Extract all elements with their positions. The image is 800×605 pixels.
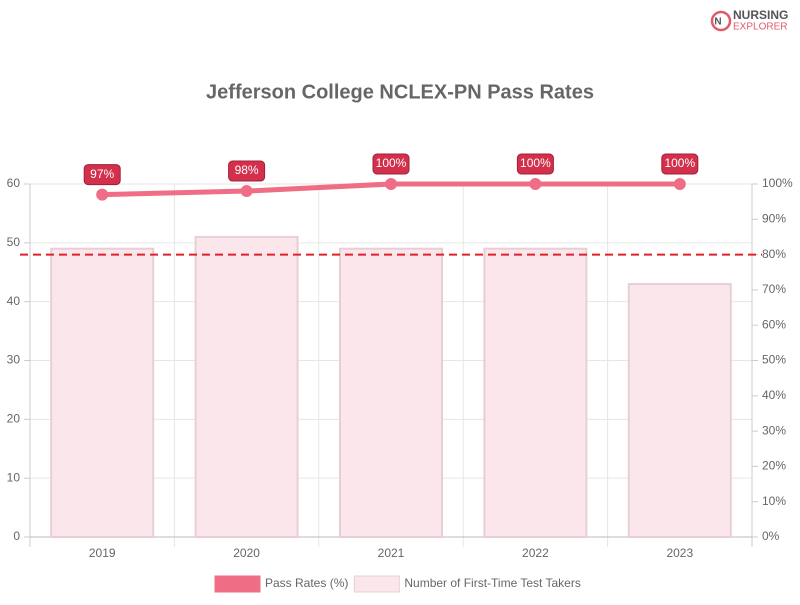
- y2-tick-label: 10%: [762, 494, 786, 508]
- legend-label: Pass Rates (%): [265, 576, 348, 590]
- y-tick-label: 10: [7, 470, 21, 484]
- logo-line2: EXPLORER: [733, 22, 787, 33]
- logo: N NURSING EXPLORER: [710, 8, 788, 33]
- y2-tick-label: 80%: [762, 247, 786, 261]
- y-tick-label: 50: [7, 235, 21, 249]
- y2-tick-label: 30%: [762, 423, 786, 437]
- bar: [50, 247, 155, 538]
- point: [96, 188, 109, 201]
- data-label: 100%: [520, 156, 551, 170]
- y2-tick-label: 40%: [762, 388, 786, 402]
- y2-tick-label: 70%: [762, 282, 786, 296]
- bar: [483, 247, 588, 538]
- data-label: 97%: [90, 167, 114, 181]
- bar: [339, 247, 443, 538]
- y-tick-label: 0: [13, 529, 20, 543]
- y2-tick-label: 90%: [762, 211, 786, 225]
- data-label-box: [83, 164, 121, 186]
- data-label-box: [228, 160, 266, 182]
- chart-title: Jefferson College NCLEX-PN Pass Rates: [206, 81, 594, 103]
- legend-label: Number of First-Time Test Takers: [404, 576, 580, 590]
- bar: [627, 283, 732, 538]
- bar: [194, 235, 299, 538]
- data-label: 100%: [376, 156, 407, 170]
- x-tick-label: 2021: [378, 546, 405, 560]
- data-label-box: [372, 153, 410, 175]
- point: [240, 185, 253, 198]
- legend-swatch: [214, 575, 261, 593]
- point: [385, 178, 397, 190]
- x-tick-label: 2020: [233, 546, 260, 560]
- y-tick-label: 30: [7, 353, 21, 367]
- point: [529, 178, 542, 190]
- logo-icon-text: N: [714, 17, 721, 28]
- data-label-box: [661, 153, 699, 175]
- y-tick-label: 60: [7, 176, 21, 190]
- y2-tick-label: 20%: [762, 459, 786, 473]
- y-tick-label: 40: [7, 294, 21, 308]
- y2-tick-label: 60%: [762, 317, 786, 331]
- logo-icon: [710, 10, 732, 32]
- logo-line1: NURSING: [733, 8, 788, 22]
- data-label: 98%: [235, 163, 259, 177]
- y2-tick-label: 100%: [762, 176, 793, 190]
- legend-swatch: [353, 575, 400, 593]
- x-tick-label: 2019: [89, 546, 116, 560]
- y-tick-label: 20: [7, 412, 21, 426]
- data-label-box: [516, 153, 554, 175]
- y2-tick-label: 0%: [762, 529, 780, 543]
- data-label: 100%: [664, 156, 695, 170]
- point: [673, 178, 686, 190]
- y2-tick-label: 50%: [762, 353, 786, 367]
- x-tick-label: 2023: [666, 546, 693, 560]
- x-tick-label: 2022: [522, 546, 549, 560]
